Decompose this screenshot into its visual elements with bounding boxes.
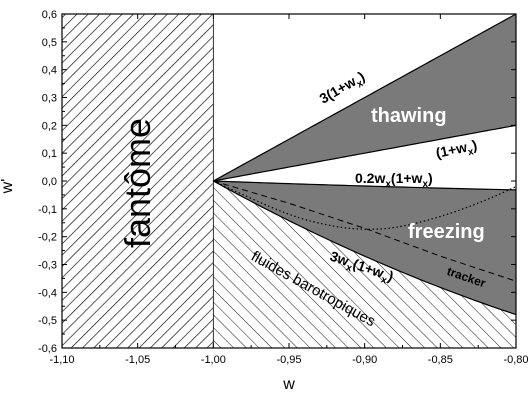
label-0-2wx-1-plus-wx: 0.2wx(1+wx): [355, 170, 433, 190]
y-tick-label: 0,1: [42, 148, 57, 160]
phantom-region: [62, 14, 214, 348]
axis-tick-labels: -1,10 -1,05 -1,00 -0,95 -0,90 -0,85 -0,80 -0,6 -…: [38, 9, 529, 366]
y-tick-label: 0,3: [42, 93, 57, 105]
x-tick-label: -0,95: [276, 354, 301, 366]
fantome-label: fantôme: [117, 118, 158, 248]
y-tick-label: 0,4: [42, 65, 57, 77]
label-1-plus-wx: (1+wx): [434, 137, 479, 165]
x-tick-label: -1,05: [125, 354, 150, 366]
y-tick-label: -0,4: [38, 287, 57, 299]
thawing-label: thawing: [371, 105, 447, 127]
y-tick-label: 0,2: [42, 120, 57, 132]
dotted-curve: [213, 180, 516, 230]
curve-3wx-1-plus-wx: [213, 180, 516, 316]
x-tick-label: -1,00: [201, 354, 226, 366]
curve-1-plus-wx: [213, 124, 516, 182]
freezing-region: [213, 181, 516, 315]
x-tick-label: -1,10: [49, 354, 74, 366]
y-tick-label: -0,2: [38, 232, 57, 244]
y-tick-label: 0,6: [42, 9, 57, 21]
curve-0-2wx-1-plus-wx: [213, 180, 516, 191]
y-tick-label: 0,0: [42, 176, 57, 188]
barotropic-fluids-region: [213, 181, 516, 348]
y-tick-label: -0,6: [38, 343, 57, 355]
x-axis-title: w: [282, 376, 295, 393]
y-tick-label: -0,5: [38, 315, 57, 327]
x-tick-label: -0,90: [352, 354, 377, 366]
x-tick-label: -0,80: [503, 354, 528, 366]
curve-3-1-plus-wx: [213, 14, 516, 182]
axis-ticks: [61, 13, 517, 349]
y-tick-label: -0,1: [38, 204, 57, 216]
x-tick-label: -0,85: [428, 354, 453, 366]
y-tick-label: 0,5: [42, 37, 57, 49]
y-axis-title: w': [0, 179, 16, 195]
freezing-label: freezing: [408, 221, 485, 243]
tracker-line: [213, 180, 516, 282]
y-tick-label: -0,3: [38, 260, 57, 272]
